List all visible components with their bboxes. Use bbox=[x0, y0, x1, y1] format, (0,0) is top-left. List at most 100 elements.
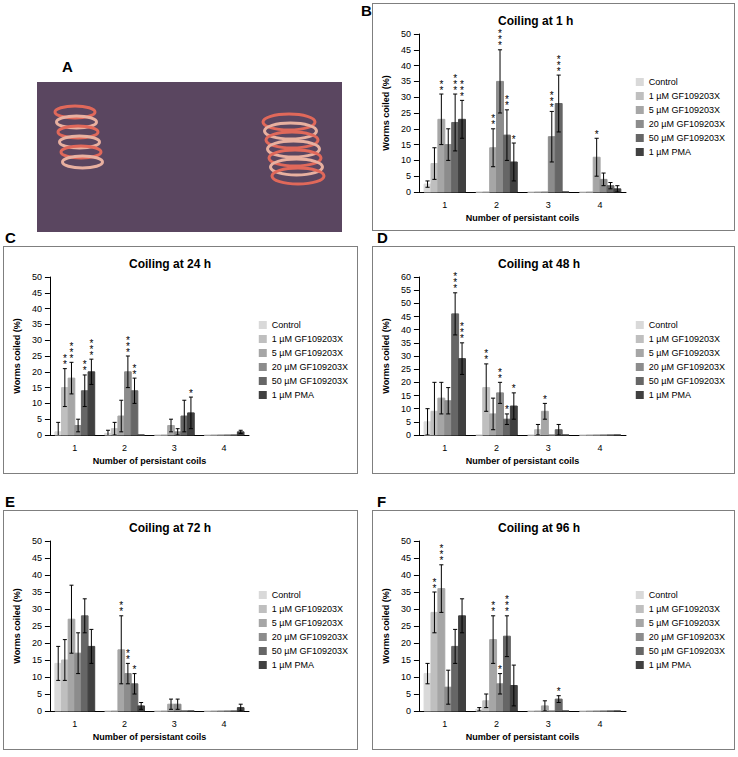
svg-text:Coiling at 72 h: Coiling at 72 h bbox=[129, 521, 211, 535]
svg-text:5: 5 bbox=[37, 414, 42, 424]
svg-text:*: * bbox=[595, 129, 599, 140]
svg-text:*: * bbox=[89, 350, 93, 361]
svg-text:0: 0 bbox=[406, 430, 411, 440]
svg-text:3: 3 bbox=[546, 200, 551, 210]
svg-text:30: 30 bbox=[32, 604, 42, 614]
svg-text:5: 5 bbox=[406, 689, 411, 699]
svg-text:4: 4 bbox=[598, 719, 603, 729]
svg-text:0: 0 bbox=[37, 430, 42, 440]
svg-text:Number of persistant coils: Number of persistant coils bbox=[93, 456, 207, 466]
svg-text:15: 15 bbox=[401, 391, 411, 401]
svg-text:50: 50 bbox=[401, 298, 411, 308]
svg-text:20: 20 bbox=[401, 377, 411, 387]
svg-text:Worms coiled (%): Worms coiled (%) bbox=[12, 318, 22, 393]
svg-text:10: 10 bbox=[32, 398, 42, 408]
svg-text:1 µM PMA: 1 µM PMA bbox=[272, 660, 314, 670]
svg-text:Worms coiled (%): Worms coiled (%) bbox=[381, 75, 391, 150]
svg-text:*: * bbox=[432, 583, 436, 594]
svg-text:*: * bbox=[439, 555, 443, 566]
svg-text:1: 1 bbox=[442, 200, 447, 210]
svg-text:2: 2 bbox=[494, 200, 499, 210]
svg-text:5 µM GF109203X: 5 µM GF109203X bbox=[649, 348, 720, 358]
svg-text:50 µM GF109203X: 50 µM GF109203X bbox=[649, 133, 725, 143]
svg-text:Control: Control bbox=[649, 320, 678, 330]
svg-text:4: 4 bbox=[598, 443, 603, 453]
svg-text:*: * bbox=[491, 119, 495, 130]
svg-text:45: 45 bbox=[401, 45, 411, 55]
svg-text:3: 3 bbox=[172, 443, 177, 453]
svg-text:25: 25 bbox=[401, 364, 411, 374]
svg-text:20: 20 bbox=[32, 367, 42, 377]
svg-text:2: 2 bbox=[122, 443, 127, 453]
svg-text:5 µM GF109203X: 5 µM GF109203X bbox=[272, 618, 343, 628]
svg-text:5: 5 bbox=[406, 171, 411, 181]
svg-text:*: * bbox=[498, 40, 502, 51]
svg-text:25: 25 bbox=[401, 108, 411, 118]
svg-text:*: * bbox=[512, 134, 516, 145]
svg-text:5 µM GF109203X: 5 µM GF109203X bbox=[649, 105, 720, 115]
svg-text:1 µM GF109203X: 1 µM GF109203X bbox=[649, 334, 720, 344]
svg-text:50: 50 bbox=[401, 29, 411, 39]
svg-text:Number of persistant coils: Number of persistant coils bbox=[466, 732, 580, 742]
svg-text:0: 0 bbox=[406, 706, 411, 716]
svg-text:*: * bbox=[505, 404, 509, 415]
svg-text:Number of persistant coils: Number of persistant coils bbox=[466, 213, 580, 223]
svg-text:4: 4 bbox=[598, 200, 603, 210]
svg-text:15: 15 bbox=[401, 655, 411, 665]
svg-text:1 µM PMA: 1 µM PMA bbox=[649, 390, 691, 400]
svg-text:15: 15 bbox=[401, 140, 411, 150]
svg-text:1: 1 bbox=[442, 443, 447, 453]
svg-text:*: * bbox=[543, 394, 547, 405]
svg-text:1: 1 bbox=[72, 719, 77, 729]
svg-text:25: 25 bbox=[401, 621, 411, 631]
svg-text:3: 3 bbox=[546, 443, 551, 453]
svg-text:0: 0 bbox=[406, 187, 411, 197]
svg-text:35: 35 bbox=[401, 76, 411, 86]
svg-text:50: 50 bbox=[401, 536, 411, 546]
svg-text:*: * bbox=[83, 365, 87, 376]
svg-text:Worms coiled (%): Worms coiled (%) bbox=[381, 318, 391, 393]
svg-text:50: 50 bbox=[32, 272, 42, 282]
svg-text:35: 35 bbox=[401, 338, 411, 348]
svg-text:Worms coiled (%): Worms coiled (%) bbox=[381, 588, 391, 663]
svg-text:35: 35 bbox=[32, 319, 42, 329]
svg-text:35: 35 bbox=[401, 587, 411, 597]
svg-text:10: 10 bbox=[401, 404, 411, 414]
svg-text:5: 5 bbox=[37, 689, 42, 699]
svg-text:40: 40 bbox=[32, 304, 42, 314]
svg-text:25: 25 bbox=[32, 621, 42, 631]
svg-text:4: 4 bbox=[222, 719, 227, 729]
svg-text:20 µM GF109203X: 20 µM GF109203X bbox=[272, 362, 348, 372]
svg-text:20: 20 bbox=[401, 638, 411, 648]
svg-text:1 µM GF109203X: 1 µM GF109203X bbox=[272, 334, 343, 344]
svg-text:10: 10 bbox=[401, 672, 411, 682]
svg-text:*: * bbox=[557, 66, 561, 77]
svg-text:20 µM GF109203X: 20 µM GF109203X bbox=[649, 119, 725, 129]
svg-text:40: 40 bbox=[401, 325, 411, 335]
svg-text:0: 0 bbox=[37, 706, 42, 716]
svg-text:45: 45 bbox=[32, 553, 42, 563]
svg-text:1 µM PMA: 1 µM PMA bbox=[649, 660, 691, 670]
svg-text:*: * bbox=[491, 606, 495, 617]
svg-text:50 µM GF109203X: 50 µM GF109203X bbox=[649, 376, 725, 386]
svg-text:*: * bbox=[557, 686, 561, 697]
svg-text:5: 5 bbox=[406, 417, 411, 427]
svg-text:60: 60 bbox=[401, 272, 411, 282]
svg-text:40: 40 bbox=[32, 570, 42, 580]
svg-text:5 µM GF109203X: 5 µM GF109203X bbox=[272, 348, 343, 358]
svg-text:*: * bbox=[70, 353, 74, 364]
svg-text:*: * bbox=[189, 388, 193, 399]
svg-text:40: 40 bbox=[401, 570, 411, 580]
svg-text:30: 30 bbox=[401, 604, 411, 614]
svg-text:15: 15 bbox=[32, 655, 42, 665]
svg-text:*: * bbox=[484, 354, 488, 365]
svg-text:20 µM GF109203X: 20 µM GF109203X bbox=[272, 632, 348, 642]
svg-text:*: * bbox=[63, 359, 67, 370]
svg-text:20: 20 bbox=[401, 124, 411, 134]
svg-text:30: 30 bbox=[401, 92, 411, 102]
svg-text:25: 25 bbox=[32, 351, 42, 361]
svg-text:1: 1 bbox=[72, 443, 77, 453]
svg-text:*: * bbox=[460, 333, 464, 344]
svg-text:*: * bbox=[505, 100, 509, 111]
svg-text:1 µM PMA: 1 µM PMA bbox=[272, 390, 314, 400]
